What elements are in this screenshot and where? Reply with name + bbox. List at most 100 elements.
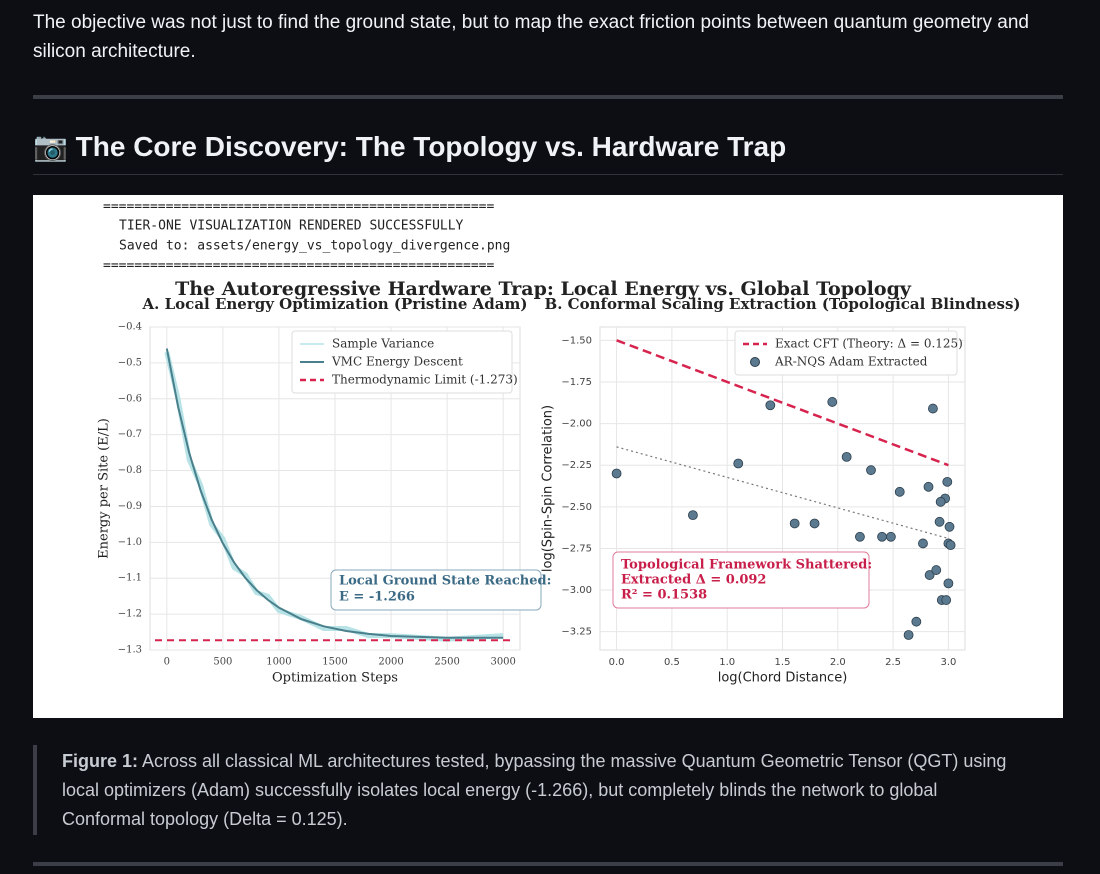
y-tick-label: −1.75 xyxy=(561,377,592,388)
y-tick-label: −0.9 xyxy=(118,501,142,512)
scatter-point xyxy=(918,538,928,549)
console-line: TIER-ONE VISUALIZATION RENDERED SUCCESSF… xyxy=(119,219,464,234)
y-tick-label: −1.1 xyxy=(118,573,142,584)
annotation: Topological Framework Shattered: xyxy=(621,558,872,573)
scatter-point xyxy=(924,570,935,580)
annotation: Extracted Δ = 0.092 xyxy=(621,573,766,588)
section-heading: 📷 The Core Discovery: The Topology vs. H… xyxy=(33,131,787,162)
y-tick-label: −3.25 xyxy=(561,627,592,638)
x-axis-label: log(Chord Distance) xyxy=(718,671,848,686)
divider xyxy=(33,862,1063,866)
intro-paragraph: The objective was not just to find the g… xyxy=(33,12,1029,62)
subplot-title: B. Conformal Scaling Extraction (Topolog… xyxy=(545,295,1021,313)
scatter-point xyxy=(877,531,887,542)
y-axis-label: log(Spin-Spin Correlation) xyxy=(541,405,556,572)
x-tick-label: 2500 xyxy=(434,657,459,668)
scatter-point xyxy=(827,397,838,407)
heading-rule xyxy=(33,174,1063,175)
scatter-point xyxy=(935,496,946,507)
x-tick-label: 500 xyxy=(213,657,232,668)
caption-quote: Figure 1: Across all classical ML archit… xyxy=(33,745,1067,835)
legend-label: Exact CFT (Theory: Δ = 0.125) xyxy=(775,337,963,351)
annotation: Local Ground State Reached: xyxy=(339,574,551,589)
y-tick-label: −2.50 xyxy=(561,502,592,513)
y-tick-label: −0.6 xyxy=(118,393,142,404)
scatter-point xyxy=(809,518,820,529)
x-tick-label: 3000 xyxy=(490,657,515,668)
caption-text: Across all classical ML architectures te… xyxy=(62,751,1007,829)
scatter-point xyxy=(943,578,954,589)
scatter-point xyxy=(942,476,953,487)
legend-box xyxy=(291,330,513,394)
annotation: R² = 0.1538 xyxy=(621,588,707,603)
scatter-point xyxy=(733,458,744,469)
console-line: ========================================… xyxy=(103,259,495,274)
caption-label: Figure 1: xyxy=(62,751,139,771)
scatter-point xyxy=(911,616,922,627)
y-tick-label: −2.75 xyxy=(561,543,592,554)
scatter-point xyxy=(934,516,945,527)
scatter-point xyxy=(931,565,942,575)
x-tick-label: 0.0 xyxy=(609,657,625,668)
x-tick-label: 3.0 xyxy=(940,657,956,668)
x-tick-label: 1500 xyxy=(322,657,347,668)
legend-label: Thermodynamic Limit (-1.273) xyxy=(332,373,518,387)
console-line: ========================================… xyxy=(103,200,495,215)
scatter-point xyxy=(941,595,952,605)
y-tick-label: −1.50 xyxy=(561,335,592,346)
theory-line xyxy=(616,339,949,467)
y-axis-label: Energy per Site (E/L) xyxy=(97,418,112,559)
divider xyxy=(33,95,1063,99)
scatter-point xyxy=(765,400,776,411)
scatter-point xyxy=(923,481,934,492)
y-tick-label: −0.4 xyxy=(118,322,142,333)
figure-svg: ========================================… xyxy=(97,200,1021,686)
annotation-box xyxy=(612,551,870,609)
y-tick-label: −1.3 xyxy=(118,645,142,656)
console-line: Saved to: assets/energy_vs_topology_dive… xyxy=(119,239,510,254)
legend-box xyxy=(734,330,958,376)
figure-image: ========================================… xyxy=(33,195,1063,718)
scatter-point xyxy=(903,630,914,640)
y-tick-label: −0.7 xyxy=(118,429,142,440)
annotation: E = -1.266 xyxy=(339,590,415,605)
y-tick-label: −0.5 xyxy=(118,357,142,368)
x-tick-label: 0.5 xyxy=(664,657,680,668)
subplot-title: A. Local Energy Optimization (Pristine A… xyxy=(142,295,528,313)
scatter-point xyxy=(945,540,956,551)
scatter-point xyxy=(894,486,905,497)
x-tick-label: 1.0 xyxy=(719,657,735,668)
x-tick-label: 2.0 xyxy=(830,657,846,668)
y-tick-label: −3.00 xyxy=(561,585,592,596)
legend-label: VMC Energy Descent xyxy=(331,355,463,369)
y-tick-label: −2.00 xyxy=(561,419,592,430)
scatter-point xyxy=(928,403,938,414)
x-tick-label: 2000 xyxy=(378,657,403,668)
figure-title: The Autoregressive Hardware Trap: Local … xyxy=(175,278,912,300)
scatter-point xyxy=(789,518,800,529)
scatter-point xyxy=(855,531,865,542)
scatter-point xyxy=(866,465,876,476)
scatter-point xyxy=(944,521,955,532)
annotation-box xyxy=(330,569,542,611)
y-tick-label: −1.2 xyxy=(118,609,142,620)
x-tick-label: 1.5 xyxy=(775,657,791,668)
fit-line xyxy=(616,446,949,540)
legend-swatch xyxy=(750,357,760,367)
x-tick-label: 1000 xyxy=(266,657,291,668)
legend-label: Sample Variance xyxy=(332,337,434,351)
x-axis-label: Optimization Steps xyxy=(272,671,398,686)
legend-label: AR-NQS Adam Extracted xyxy=(774,355,928,369)
x-tick-label: 2.5 xyxy=(885,657,901,668)
caption: Figure 1: Across all classical ML archit… xyxy=(62,747,1022,834)
scatter-point xyxy=(885,531,896,542)
y-tick-label: −1.0 xyxy=(118,537,142,548)
y-tick-label: −0.8 xyxy=(118,465,142,476)
scatter-point xyxy=(611,468,622,479)
y-tick-label: −2.25 xyxy=(561,460,592,471)
scatter-point xyxy=(688,510,698,521)
scatter-point xyxy=(841,451,852,462)
x-tick-label: 0 xyxy=(164,657,170,668)
series-line xyxy=(165,348,504,639)
